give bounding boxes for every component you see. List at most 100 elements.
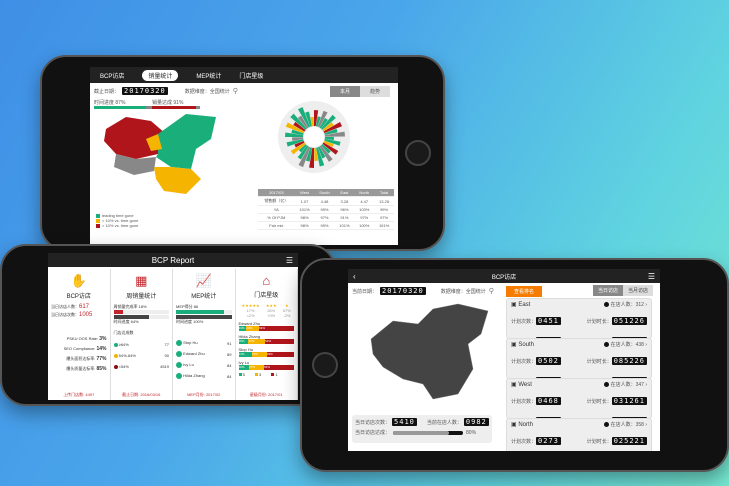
table-cell: 3.28: [334, 196, 355, 206]
tab-2[interactable]: MEP统计: [196, 73, 222, 80]
person-row[interactable]: Edward Zhu 14% 23% 63%: [238, 321, 295, 331]
tab-0[interactable]: BCP访店: [100, 73, 125, 80]
item-label: ≥64%: [118, 342, 129, 347]
radial-chart: [278, 101, 350, 173]
avatar: [176, 340, 182, 346]
col-title[interactable]: MEP统计: [191, 294, 217, 300]
radial-wedge: [305, 111, 312, 127]
person-icon: [604, 382, 610, 388]
home-button[interactable]: [312, 352, 338, 378]
radial-wedge: [310, 117, 314, 127]
tab-1[interactable]: 销量统计: [142, 69, 179, 81]
date-value[interactable]: 20170320: [122, 87, 168, 95]
person-row[interactable]: Ivy Lu 19% 27% 54%: [238, 360, 295, 370]
person-row[interactable]: Stop Hu 24% 27% 49%: [238, 347, 295, 357]
store-icon: ⌂: [262, 273, 271, 288]
date-label: 当前日期：: [352, 288, 378, 295]
menu-icon[interactable]: ☰: [647, 271, 655, 281]
table-cell: 99%: [314, 221, 335, 230]
visitor-count: 在店人数：312: [610, 302, 644, 308]
bar2: [176, 315, 232, 319]
stat-value: 3%: [99, 336, 107, 342]
col-title[interactable]: 周销量统计: [126, 294, 157, 300]
toggle-trend[interactable]: 趋势: [360, 86, 391, 97]
visits-label: 当日访店次数：: [355, 419, 391, 426]
back-icon[interactable]: ‹: [353, 271, 356, 281]
stars-icon: ★★★★★: [241, 303, 260, 308]
china-map: [104, 114, 216, 194]
dimension-label[interactable]: 数据维度：全国统计: [184, 88, 230, 95]
legend-swatch: [96, 223, 100, 228]
legend-label: < 10% vs. time gone: [102, 218, 139, 223]
list-item[interactable]: ≥64% 77: [113, 342, 169, 347]
region-card[interactable]: ▣ West 在店人数：347 ›计划次数：0468计划时长：031261完成次…: [506, 378, 652, 425]
radial-wedge: [317, 110, 328, 128]
star-delta: -2%: [283, 313, 291, 318]
person-row[interactable]: Hilda Zhang 18% 30% 52%: [238, 334, 295, 344]
region-card[interactable]: ▣ South 在店人数：438 ›计划次数：0502计划时长：085226完成…: [506, 338, 652, 385]
search-icon[interactable]: ⚲: [232, 88, 238, 95]
seg-3: 27%: [251, 352, 267, 357]
person-icon: [604, 342, 610, 348]
item-value: 91: [227, 340, 232, 346]
item-label: <54%: [118, 364, 129, 369]
legend-item: < 10% vs. time gone: [96, 218, 138, 223]
toggle-today[interactable]: 当日访店: [593, 285, 624, 296]
summary-panel: 当日访店次数： 5410 当前在店人数： 0982 当日访店达成： 80%: [352, 415, 492, 443]
chevron-right-icon[interactable]: ›: [645, 302, 647, 308]
menu-icon[interactable]: ☰: [285, 255, 293, 265]
label: 计划时长：: [586, 359, 612, 365]
date-value[interactable]: 20170320: [380, 287, 426, 295]
stat-value: 85%: [96, 366, 107, 372]
list-item[interactable]: 54%-64% 90: [113, 353, 169, 358]
col-title[interactable]: 门店星级: [254, 293, 279, 299]
rank-button[interactable]: 查看排名: [506, 286, 543, 297]
search-icon[interactable]: ⚲: [488, 288, 494, 295]
list-item[interactable]: Edward Zhu 89: [176, 351, 232, 357]
toggle-month[interactable]: 当月访店: [623, 285, 654, 296]
phone-right: ‹ BCP访店 ☰ 当前日期： 20170320 数据维度：全国统计 ⚲ 查看排…: [300, 258, 729, 472]
stat-label: 当日访店次数：: [51, 312, 79, 317]
stat-label: 爆头质量达标率:: [66, 366, 96, 371]
report-title: BCP Report: [151, 255, 195, 265]
region-card[interactable]: ▣ East 在店人数：312 ›计划次数：0451计划时长：051226完成次…: [506, 298, 652, 345]
plan_count-value: 0468: [536, 397, 561, 405]
sales-table: 2017/03 West South East North Total 销售额（亿） 1.07…: [258, 189, 394, 230]
radial-wedge: [324, 137, 334, 141]
chevron-right-icon[interactable]: ›: [645, 382, 647, 388]
item-label: Stop Hu: [183, 340, 198, 346]
toggle-month[interactable]: 本月: [330, 86, 361, 97]
seg-1: 54%: [264, 365, 294, 370]
stat-label: SEO Compliance:: [63, 346, 96, 351]
sales-screen: BCP访店 销量统计 MEP统计 门店星级 截止日期： 20170320 数据维度：全…: [90, 67, 398, 245]
header-cell: South: [314, 189, 335, 197]
list-item[interactable]: Stop Hu 91: [176, 340, 232, 346]
dimension-label[interactable]: 数据维度：全国统计: [440, 288, 486, 295]
star-delta: +0%: [267, 313, 276, 318]
stars-icon: ★: [285, 303, 289, 308]
plan_time-value: 025221: [611, 437, 647, 445]
radial-wedge: [286, 139, 304, 147]
tab-3[interactable]: 门店星级: [239, 73, 264, 80]
home-button[interactable]: [405, 140, 431, 166]
bar1-label: 周销量完成率 18%: [113, 304, 147, 309]
header-cell: 2017/03: [258, 189, 295, 197]
phone-top: BCP访店 销量统计 MEP统计 门店星级 截止日期： 20170320 数据维度：全…: [40, 55, 445, 251]
region-card[interactable]: ▣ North 在店人数：358 ›计划次数：0273计划时长：025221完成…: [506, 418, 652, 451]
col-footer: 上传门店数: 4497: [63, 392, 95, 397]
radial-wedge: [298, 146, 311, 168]
bar2: [113, 315, 169, 319]
col-title[interactable]: BCP访店: [66, 294, 91, 300]
legend-swatch: [96, 213, 100, 218]
radial-wedge: [321, 144, 331, 154]
table-row: YA 101% 99% 96% 103% 99%: [258, 205, 394, 214]
list-item[interactable]: Hilda Zhang 84: [176, 373, 232, 379]
chevron-right-icon[interactable]: ›: [645, 342, 647, 348]
list-item[interactable]: Ivy Lu 84: [176, 362, 232, 368]
plan_time-value: 085226: [611, 357, 647, 365]
table-cell: 4.47: [354, 196, 375, 206]
list-item[interactable]: <54% 4519: [113, 364, 169, 369]
chevron-right-icon[interactable]: ›: [645, 422, 647, 428]
table-row: % Of PJM 98% 97% 91% 97% 97%: [258, 213, 394, 222]
report-header: BCP Report ☰: [48, 253, 298, 267]
